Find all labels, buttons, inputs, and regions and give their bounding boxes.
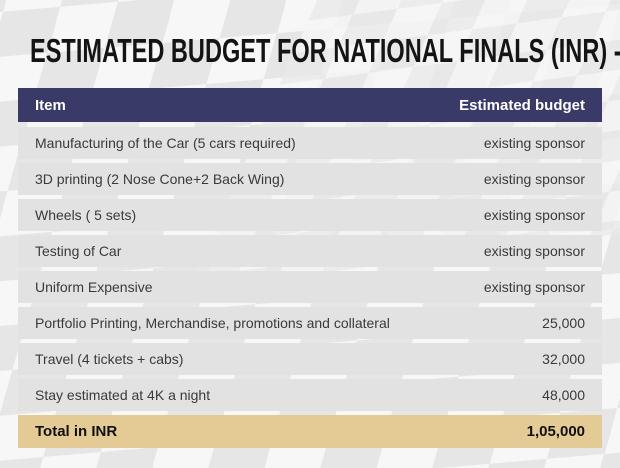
item-cell: Manufacturing of the Car (5 cars require… [35, 135, 296, 151]
budget-cell: existing sponsor [483, 135, 585, 151]
table-row: Wheels ( 5 sets) existing sponsor [18, 199, 602, 231]
item-cell: Wheels ( 5 sets) [35, 207, 137, 223]
item-cell: Uniform Expensive [35, 279, 153, 295]
item-cell: Testing of Car [35, 243, 122, 259]
budget-cell: existing sponsor [483, 279, 585, 295]
table-header-row: Item Estimated budget [18, 88, 602, 122]
table-row: Portfolio Printing, Merchandise, promoti… [18, 307, 602, 339]
table-total-row: Total in INR 1,05,000 [18, 415, 602, 448]
column-header-estimated-budget: Estimated budget [459, 96, 585, 114]
total-value: 1,05,000 [526, 423, 585, 440]
column-header-item: Item [35, 96, 66, 114]
item-cell: Stay estimated at 4K a night [35, 387, 211, 403]
item-cell: Portfolio Printing, Merchandise, promoti… [35, 315, 390, 331]
budget-cell: existing sponsor [483, 207, 585, 223]
table-row: Testing of Car existing sponsor [18, 235, 602, 267]
table-row: Manufacturing of the Car (5 cars require… [18, 127, 602, 159]
total-label: Total in INR [35, 423, 118, 440]
table-row: Stay estimated at 4K a night 48,000 [18, 379, 602, 411]
budget-table: Item Estimated budget Manufacturing of t… [18, 88, 602, 448]
table-row: Travel (4 tickets + cabs) 32,000 [18, 343, 602, 375]
budget-cell: existing sponsor [483, 243, 585, 259]
item-cell: 3D printing (2 Nose Cone+2 Back Wing) [35, 171, 285, 187]
budget-cell: 48,000 [542, 387, 585, 403]
budget-cell: existing sponsor [483, 171, 585, 187]
budget-cell: 25,000 [542, 315, 585, 331]
item-cell: Travel (4 tickets + cabs) [35, 351, 184, 367]
page-title: ESTIMATED BUDGET FOR NATIONAL FINALS (IN… [30, 31, 620, 70]
table-row: Uniform Expensive existing sponsor [18, 271, 602, 303]
table-row: 3D printing (2 Nose Cone+2 Back Wing) ex… [18, 163, 602, 195]
budget-cell: 32,000 [542, 351, 585, 367]
